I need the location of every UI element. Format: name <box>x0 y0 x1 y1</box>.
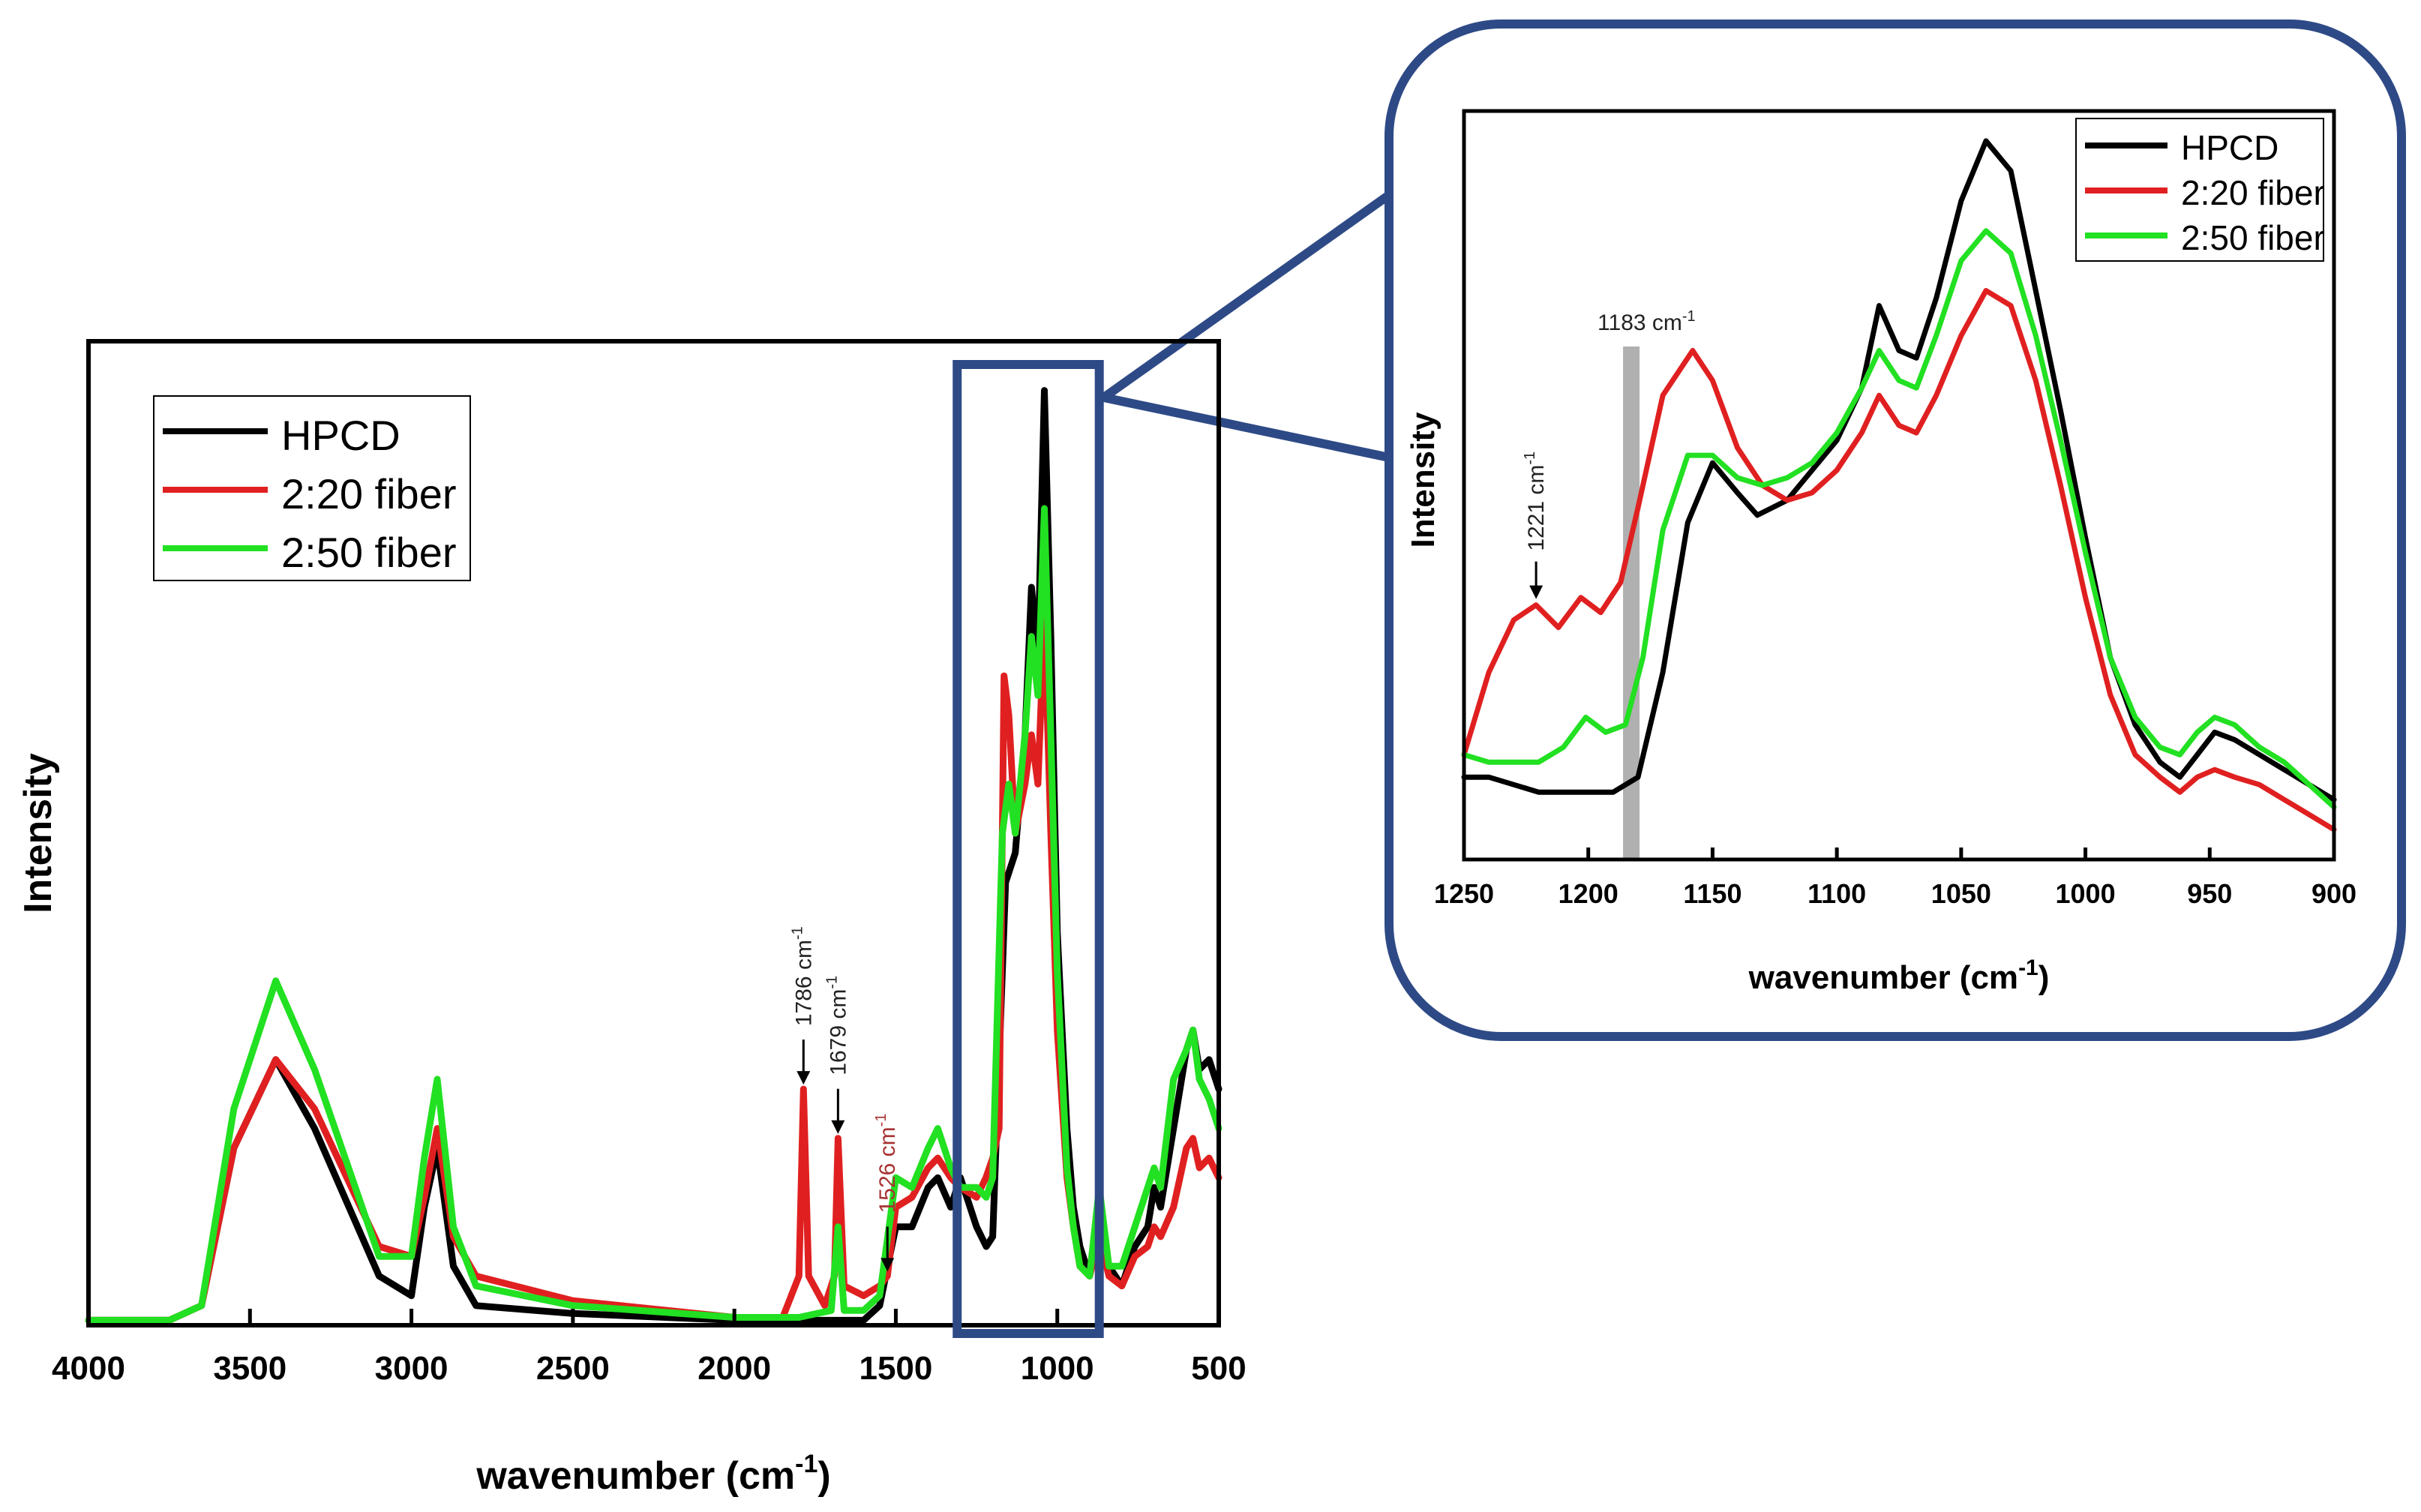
inset-highlight-band <box>1623 346 1640 860</box>
inset-annotation-1183: 1183 cm-1 <box>1598 308 1696 335</box>
main-legend: HPCD 2:20 fiber 2:50 fiber <box>153 395 471 581</box>
inset-x-tick-label-1100: 1100 <box>1808 878 1866 909</box>
inset-plot-frame <box>1462 109 2336 862</box>
main-legend-label-2-20-fiber: 2:20 fiber <box>281 470 457 518</box>
inset-annotations: 1221 cm-1 1183 cm-1 <box>1522 308 1696 599</box>
main-x-tick-label-2000: 2000 <box>698 1350 771 1387</box>
inset-series-hpcd <box>1461 138 2337 802</box>
inset-x-tick-label-1200: 1200 <box>1558 878 1618 909</box>
inset-arrow-1221-head <box>1529 585 1544 599</box>
zoom-connector-upper <box>1101 191 1392 401</box>
zoom-region-box <box>952 360 1104 1338</box>
inset-x-axis: 1250 1200 1150 1100 1050 1000 950 900 <box>1434 848 2356 909</box>
inset-x-tick-label-950: 950 <box>2187 878 2232 909</box>
inset-y-axis-title: Intensity <box>1405 412 1442 548</box>
main-annotation-1526: 1526 cm-1 <box>873 1114 900 1214</box>
inset-x-axis-title-text: wavenumber (cm <box>1748 959 2018 996</box>
main-arrow-1526-head <box>880 1258 895 1272</box>
main-chart: 1786 cm-1 1679 cm-1 1526 cm-1 4000 3500 3000… <box>16 339 1246 1498</box>
inset-series-2-50-fiber <box>1461 228 2337 810</box>
inset-rounded-frame <box>1384 20 2406 1041</box>
main-x-axis: 4000 3500 3000 2500 2000 1500 1000 500 <box>52 1309 1246 1387</box>
main-x-tick-label-4000: 4000 <box>52 1350 125 1387</box>
inset-legend: HPCD 2:20 fiber 2:50 fiber <box>2075 118 2325 262</box>
main-arrow-1679-head <box>831 1120 845 1134</box>
inset-annotation-1221: 1221 cm-1 <box>1522 452 1549 551</box>
inset-x-axis-title: wavenumber (cm-1) <box>1748 956 2050 996</box>
main-series-2-50-fiber <box>85 505 1222 1324</box>
inset-x-tick-label-1000: 1000 <box>2056 878 2116 909</box>
main-annotation-1679: 1679 cm-1 <box>824 976 850 1076</box>
zoom-connector-lower <box>1102 393 1390 462</box>
inset-x-tick-label-900: 900 <box>2312 878 2356 909</box>
main-x-tick-label-3500: 3500 <box>213 1350 286 1387</box>
main-x-tick-label-500: 500 <box>1191 1350 1246 1387</box>
inset-x-axis-title-end: ) <box>2038 959 2050 996</box>
inset-x-tick-label-1250: 1250 <box>1434 878 1494 909</box>
inset-x-tick-label-1050: 1050 <box>1931 878 1991 909</box>
main-x-axis-title: wavenumber (cm-1) <box>476 1450 830 1498</box>
main-arrow-1786-head <box>796 1071 811 1085</box>
main-x-axis-title-sup: -1 <box>795 1450 818 1478</box>
main-legend-label-hpcd: HPCD <box>281 412 400 459</box>
inset-legend-label-2-20-fiber: 2:20 fiber <box>2181 173 2325 212</box>
main-x-tick-label-3000: 3000 <box>375 1350 448 1387</box>
main-x-tick-label-2500: 2500 <box>536 1350 610 1387</box>
main-x-axis-title-end: ) <box>818 1454 830 1498</box>
main-x-tick-label-1500: 1500 <box>859 1350 932 1387</box>
zoom-connector <box>1101 191 1392 462</box>
inset-x-axis-title-sup: -1 <box>2018 956 2038 980</box>
inset-highlight-band-rect <box>1623 346 1640 860</box>
main-legend-label-2-50-fiber: 2:50 fiber <box>281 529 457 576</box>
inset-series-2-20-fiber <box>1461 288 2337 832</box>
inset-legend-label-2-50-fiber: 2:50 fiber <box>2181 218 2325 257</box>
main-x-tick-label-1000: 1000 <box>1021 1350 1094 1387</box>
main-annotations: 1786 cm-1 1679 cm-1 1526 cm-1 <box>789 926 900 1272</box>
main-plot-frame <box>86 339 1221 1328</box>
main-y-axis-title: Intensity <box>16 753 60 914</box>
main-x-axis-title-text: wavenumber (cm <box>476 1454 795 1498</box>
main-annotation-1786: 1786 cm-1 <box>789 926 816 1026</box>
inset-series-lines <box>1461 138 2337 832</box>
inset-legend-label-hpcd: HPCD <box>2181 128 2278 167</box>
inset-x-tick-label-1150: 1150 <box>1683 878 1742 909</box>
